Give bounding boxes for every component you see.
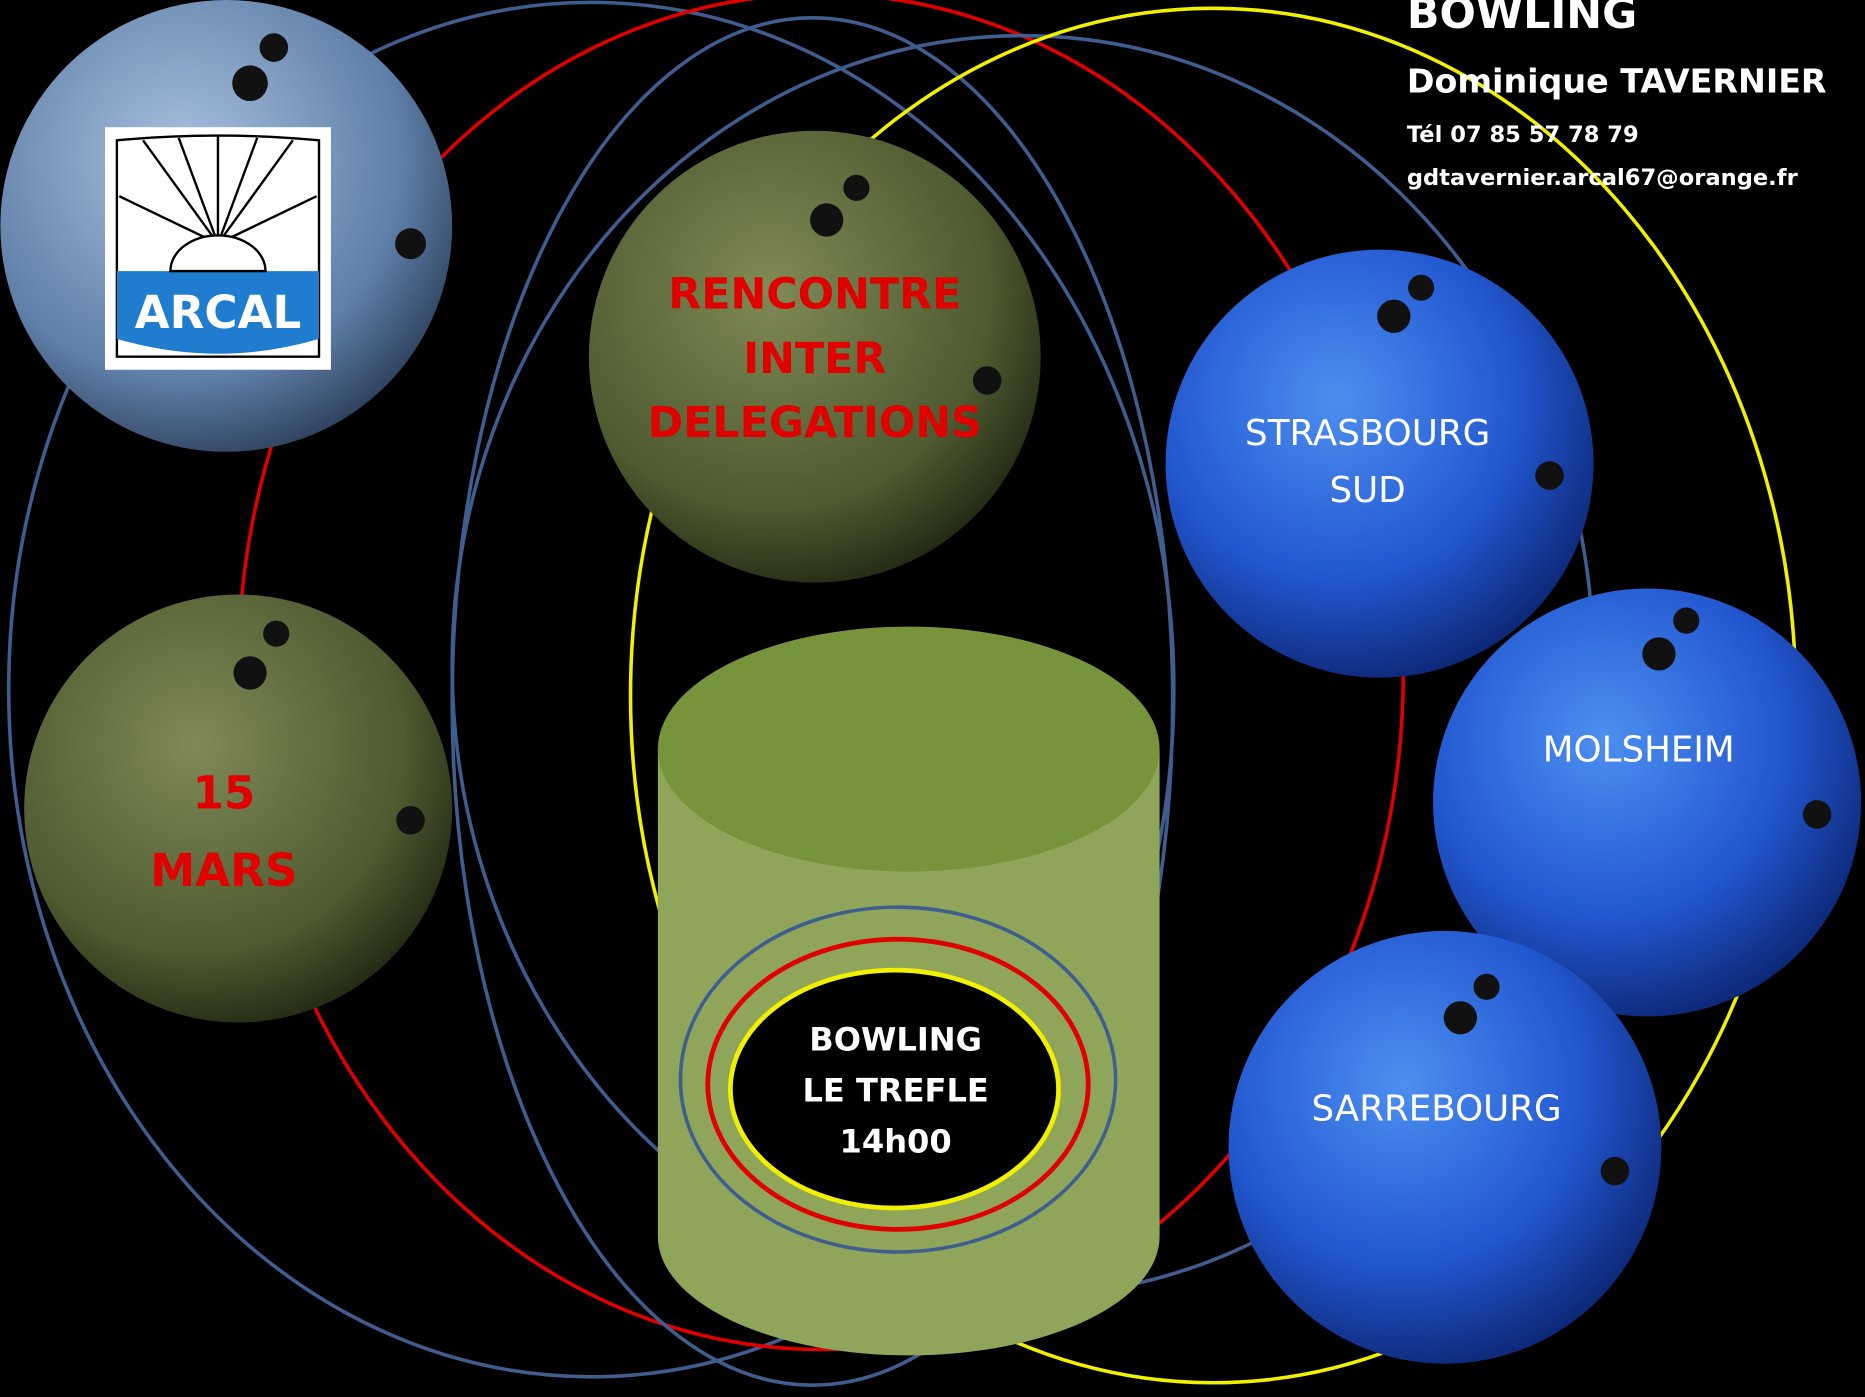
ball <box>1165 249 1594 678</box>
team-line: MOLSHEIM <box>1543 729 1735 770</box>
ball <box>24 594 453 1023</box>
team-line: SARREBOURG <box>1312 1088 1562 1129</box>
team-line: STRASBOURG <box>1245 413 1490 454</box>
header: BOWLING Dominique TAVERNIER Tél 07 85 57… <box>1407 0 1827 191</box>
team-line: SUD <box>1330 470 1406 511</box>
arcal-logo: ARCAL <box>105 127 331 370</box>
date: 15 MARS <box>150 767 297 897</box>
event-line: DELEGATIONS <box>648 398 982 448</box>
ball <box>1433 588 1862 1017</box>
title: BOWLING <box>1407 0 1637 39</box>
date-line: MARS <box>150 844 297 897</box>
event-line: RENCONTRE <box>668 270 961 320</box>
ball <box>588 130 1041 583</box>
contact-name: Dominique TAVERNIER <box>1407 62 1827 101</box>
event-title: RENCONTRE INTER DELEGATIONS <box>648 270 982 448</box>
ball <box>1228 930 1662 1364</box>
date-line: 15 <box>192 767 255 820</box>
venue-line: LE TREFLE <box>802 1072 988 1110</box>
logo-label: ARCAL <box>135 286 302 339</box>
email: gdtavernier.arcal67@orange.fr <box>1407 165 1799 191</box>
event-line: INTER <box>743 334 886 384</box>
phone: Tél 07 85 57 78 79 <box>1407 122 1639 148</box>
venue-line: BOWLING <box>809 1021 982 1059</box>
venue-line: 14h00 <box>840 1123 952 1161</box>
finger-holes <box>232 33 1832 1186</box>
venue: BOWLING LE TREFLE 14h00 <box>657 626 1160 1356</box>
balls <box>0 0 1862 1364</box>
teams: STRASBOURG SUD MOLSHEIM SARREBOURG <box>1245 413 1735 1129</box>
